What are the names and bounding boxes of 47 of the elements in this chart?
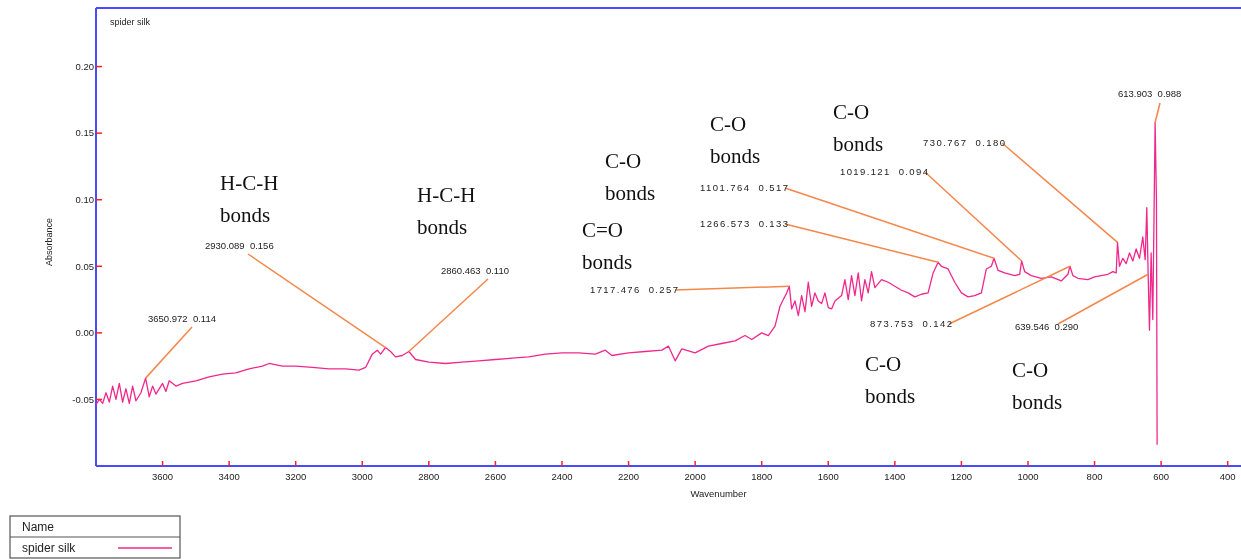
text: spider silk [110, 17, 151, 27]
annotation: 1019.121 0.094 [840, 166, 928, 177]
x-tick-label: 3000 [351, 471, 373, 482]
annotation: 639.546 0.290 [1015, 321, 1079, 332]
annotation: 1717.476 0.257 [590, 284, 678, 295]
x-tick-label: 3400 [218, 471, 240, 482]
x-tick-label: 2000 [684, 471, 706, 482]
annotation: C-O bonds [710, 112, 761, 168]
x-tick-label: 3600 [152, 471, 174, 482]
annotation: C-O bonds [605, 149, 656, 205]
annotation: 2930.089 0.156 [205, 240, 274, 251]
x-tick-label: 2800 [418, 471, 440, 482]
x-tick-label: 1400 [884, 471, 906, 482]
annotation: 2860.463 0.110 [441, 265, 509, 276]
y-axis-title: Absorbance [44, 217, 54, 267]
text: spider silk [22, 541, 77, 555]
annotation: 613.903 0.988 [1118, 88, 1182, 99]
y-tick-label: 0.10 [75, 194, 94, 206]
x-tick-label: 2200 [617, 471, 640, 482]
annotation: 1101.764 0.517 [700, 182, 788, 193]
x-tick-label: 1200 [950, 471, 972, 482]
annotation: C-O bonds [1012, 358, 1063, 414]
legend-title: Name [22, 520, 55, 534]
y-tick-label: 0.15 [75, 127, 94, 139]
x-tick-label: 400 [1219, 471, 1236, 482]
x-tick-label: 1000 [1017, 471, 1039, 482]
y-tick-label: 0.05 [75, 260, 94, 272]
x-tick-label: 3200 [285, 471, 307, 482]
annotation: 3650.972 0.114 [148, 313, 216, 324]
y-tick-label: 0.20 [75, 60, 94, 72]
annotation: C=O bonds [582, 218, 633, 274]
annotation: C-O bonds [833, 100, 884, 156]
x-tick-label: 2400 [551, 471, 573, 482]
y-tick-label: 0.00 [75, 327, 94, 339]
x-tick-label: 2600 [484, 471, 506, 482]
x-tick-label: 800 [1086, 471, 1103, 482]
annotation: 1266.573 0.133 [700, 218, 788, 229]
annotation: 730.767 0.180 [923, 137, 1005, 148]
x-tick-label: 1800 [751, 471, 773, 482]
y-tick-label: -0.05 [72, 393, 94, 405]
x-axis-title: Wavenumber [690, 488, 747, 499]
annotation: H-C-H bonds [417, 183, 476, 239]
annotation: C-O bonds [865, 352, 916, 408]
annotation: H-C-H bonds [220, 171, 279, 227]
x-tick-label: 600 [1153, 471, 1170, 482]
annotation: 873.753 0.142 [870, 318, 952, 329]
x-tick-label: 1600 [817, 471, 839, 482]
